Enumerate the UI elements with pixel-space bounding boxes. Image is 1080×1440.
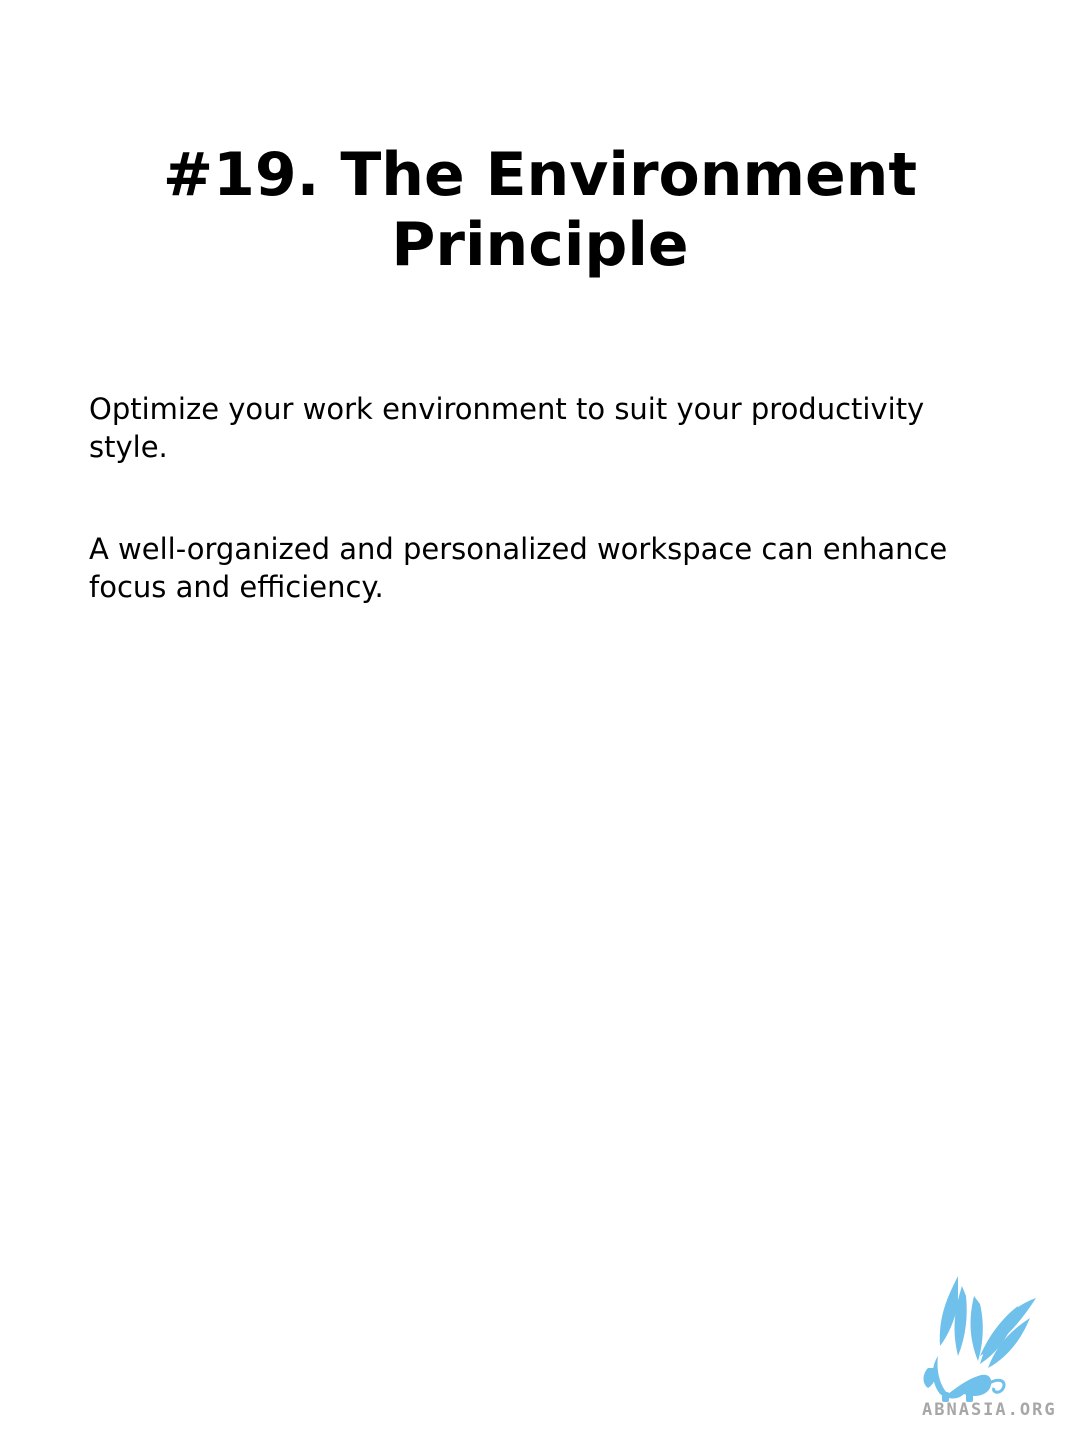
body-paragraph-2: A well-organized and personalized worksp… (89, 532, 948, 604)
griffin-logo-icon (923, 1276, 1036, 1402)
slide-title-line-1: #19. The Environment (162, 140, 918, 210)
slide-title-line-2: Principle (391, 210, 689, 280)
body-paragraph-1: Optimize your work environment to suit y… (89, 392, 925, 464)
slide-title: #19. The Environment Principle (80, 140, 1000, 280)
watermark-text: ABNASIA.ORG (922, 1400, 1057, 1420)
slide-body: Optimize your work environment to suit y… (89, 390, 969, 670)
